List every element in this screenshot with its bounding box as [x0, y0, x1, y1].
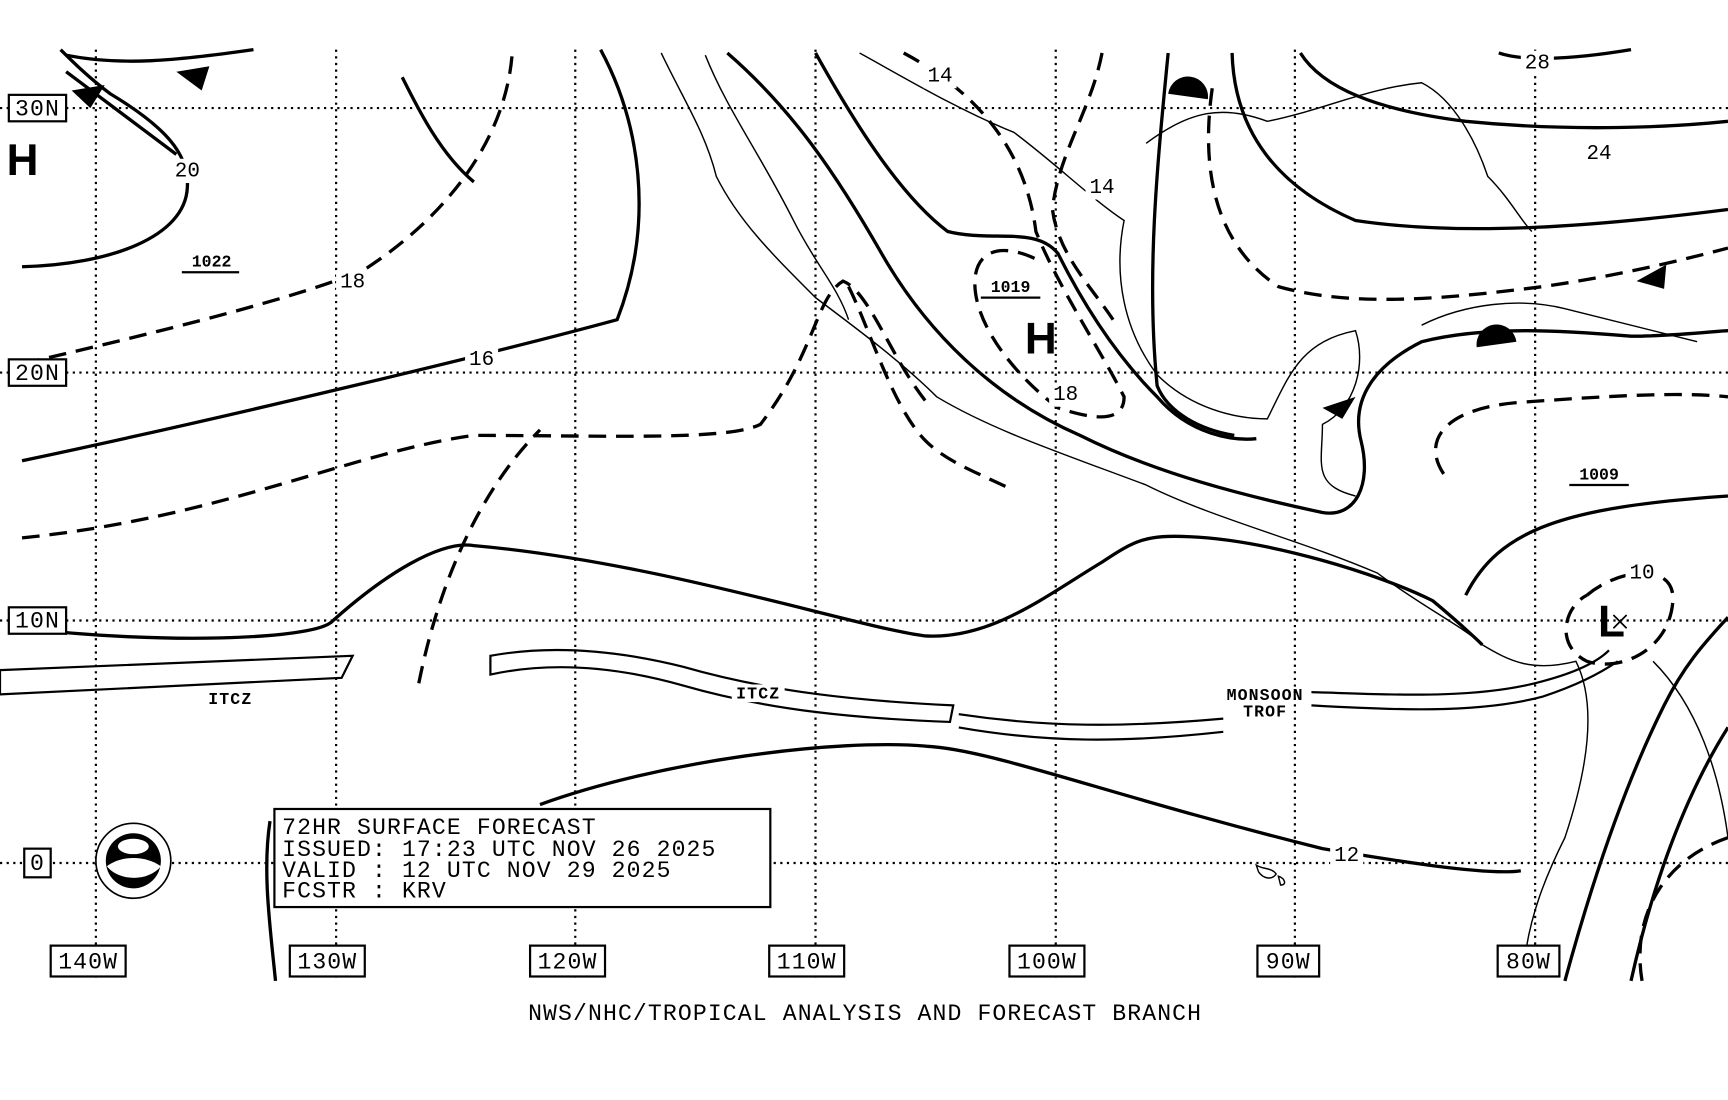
isobar-label: 18: [1053, 384, 1078, 407]
info-line: VALID : 12 UTC NOV 29 2025: [282, 858, 671, 884]
lat-label: 0: [30, 851, 45, 877]
itcz-label: ITCZ: [736, 685, 780, 704]
lon-label: 140W: [58, 949, 118, 975]
lat-labels: 30N 20N 10N 0: [7, 93, 68, 879]
pressure-value: 1019: [991, 278, 1031, 297]
pressure-value: 1009: [1579, 465, 1619, 484]
isobar-label: 16: [469, 349, 494, 372]
pressure-value: 1022: [192, 253, 232, 272]
lon-label: 130W: [297, 949, 357, 975]
isobar-label: 14: [1089, 177, 1114, 200]
info-line: FCSTR : KRV: [282, 879, 447, 905]
info-line: 72HR SURFACE FORECAST: [282, 815, 597, 841]
lon-label: 90W: [1266, 949, 1311, 975]
lon-label: 110W: [777, 949, 837, 975]
info-line: ISSUED: 17:23 UTC NOV 26 2025: [282, 837, 716, 863]
trof-label: TROF: [1243, 702, 1287, 721]
noaa-logo: [95, 822, 172, 900]
lon-labels: 140W 130W 120W 110W 100W 90W 80W: [49, 944, 1561, 978]
isobar-label: 14: [927, 66, 952, 89]
grid: [0, 49, 1728, 981]
centers: H H L 1022 1019 1009: [7, 136, 1629, 647]
lon-label: 100W: [1017, 949, 1077, 975]
lon-label: 120W: [538, 949, 598, 975]
monsoon-label: MONSOON: [1227, 686, 1304, 705]
coastline: [660, 52, 1728, 948]
isobar-label: 10: [1629, 563, 1654, 586]
fronts: [65, 66, 1667, 419]
isobar-label: 28: [1525, 52, 1550, 75]
high-center: H: [1025, 314, 1057, 363]
lat-label: 20N: [15, 361, 60, 387]
lat-label: 10N: [15, 609, 60, 635]
isobar-label: 18: [340, 272, 365, 295]
isobar-labels: 20 18 16 14 14 18 28 24 10 12: [170, 50, 1659, 868]
info-box: 72HR SURFACE FORECAST ISSUED: 17:23 UTC …: [273, 807, 772, 909]
high-center: H: [7, 136, 39, 185]
isobar-label: 12: [1334, 845, 1359, 868]
isobar-label: 20: [175, 160, 200, 183]
footer: NWS/NHC/TROPICAL ANALYSIS AND FORECAST B…: [528, 1001, 1202, 1027]
feature-labels: ITCZ ITCZ MONSOON TROF: [203, 684, 1304, 721]
lon-label: 80W: [1506, 949, 1551, 975]
itcz: [0, 648, 1619, 741]
itcz-label: ITCZ: [208, 690, 252, 709]
isobar-label: 24: [1586, 143, 1611, 166]
lat-label: 30N: [15, 96, 60, 122]
